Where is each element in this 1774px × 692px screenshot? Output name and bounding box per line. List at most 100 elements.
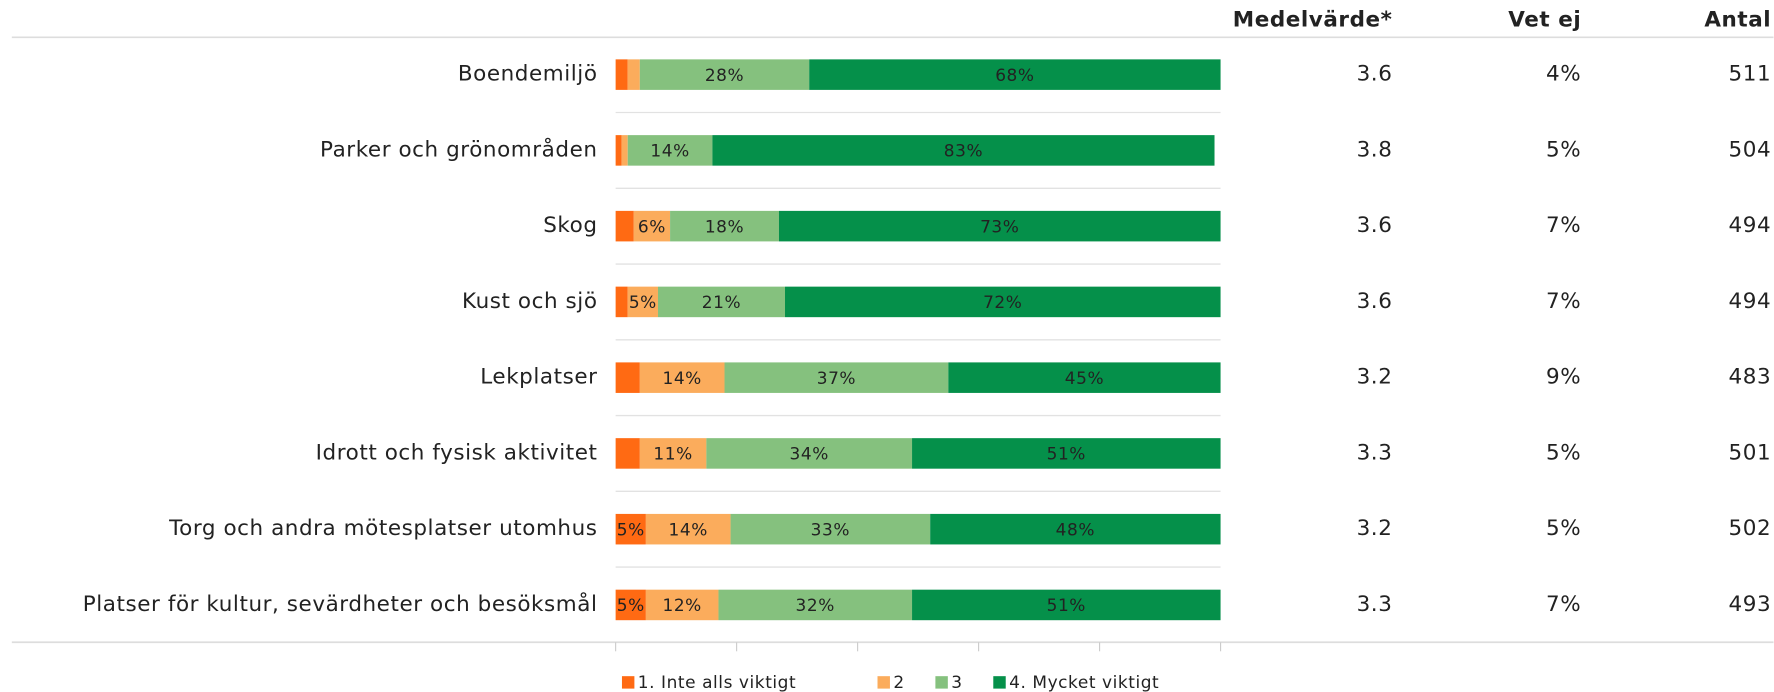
bar-segment [639,362,725,393]
legend-swatch [935,676,948,689]
data-label: 72% [983,292,1022,312]
bar-segment [645,589,719,621]
column-value: 5% [1546,440,1581,465]
data-label: 21% [702,292,741,312]
column-header: Medelvärde* [1233,7,1393,32]
bar-segment [778,210,1221,242]
column-value: 7% [1546,289,1581,314]
legend-swatch [993,676,1006,689]
data-label: 12% [662,595,701,615]
column-value: 3.6 [1357,289,1393,314]
bar-segment [639,438,707,469]
bar-segment [615,513,646,545]
bar-segment [730,513,931,545]
bar-segment [633,210,671,242]
data-label: 45% [1065,368,1104,388]
column-value: 504 [1729,137,1772,162]
bar-segment [615,210,634,242]
data-label: 14% [650,141,689,161]
legend-label: 3 [951,672,962,692]
column-value: 494 [1729,289,1772,314]
data-label: 14% [669,519,708,539]
bar-segment [621,135,628,166]
bar-segment [930,513,1221,545]
legend-label: 1. Inte alls viktigt [638,672,796,692]
legend-label: 2 [893,672,904,692]
bar-segment [639,59,810,90]
column-value: 502 [1729,516,1772,541]
data-label: 18% [705,216,744,236]
column-header: Antal [1704,7,1771,32]
column-value: 5% [1546,137,1581,162]
category-label: Boendemiljö [458,62,598,87]
bar-segment [809,59,1221,90]
bar-segment [627,59,640,90]
data-label: 28% [705,65,744,85]
column-header: Vet ej [1508,7,1581,32]
bar-segment [657,286,786,318]
data-label: 11% [653,444,692,464]
data-label: 5% [617,595,645,615]
data-label: 6% [638,216,666,236]
column-value: 5% [1546,516,1581,541]
data-label: 68% [995,65,1034,85]
category-label: Skog [543,213,597,238]
column-value: 3.3 [1357,592,1393,617]
column-value: 494 [1729,213,1772,238]
column-value: 7% [1546,592,1581,617]
data-label: 37% [817,368,856,388]
bar-segment [627,135,713,166]
data-label: 73% [980,216,1019,236]
data-label: 83% [944,141,983,161]
bar-segment [615,362,640,393]
column-value: 9% [1546,365,1581,390]
bar-segment [615,589,646,621]
bar-segment [724,362,949,393]
column-value: 3.3 [1357,440,1393,465]
bar-segment [912,589,1221,621]
bar-segment [948,362,1221,393]
column-value: 3.6 [1357,62,1393,87]
data-label: 5% [629,292,657,312]
bar-segment [785,286,1221,318]
data-label: 33% [811,519,850,539]
column-value: 7% [1546,213,1581,238]
column-value: 3.2 [1357,365,1393,390]
data-label: 32% [796,595,835,615]
column-value: 3.2 [1357,516,1393,541]
data-label: 5% [617,519,645,539]
category-label: Parker och grönområden [320,136,598,162]
bar-segment [718,589,913,621]
bar-segment [627,286,658,318]
column-value: 3.8 [1357,137,1393,162]
legend-swatch [621,676,635,689]
bar-segment [615,286,628,318]
legend-label: 4. Mycket viktigt [1009,672,1159,692]
category-label: Torg och andra mötesplatser utomhus [168,516,597,541]
category-label: Idrott och fysisk aktivitet [316,440,598,465]
bar-segment [615,135,622,166]
data-label: 14% [662,368,701,388]
category-label: Lekplatser [480,365,597,390]
column-value: 493 [1729,592,1772,617]
column-value: 501 [1729,440,1772,465]
data-label: 48% [1056,519,1095,539]
bar-segment [645,513,731,545]
bar-segment [615,59,628,90]
bar-segment [615,438,640,469]
data-label: 51% [1047,444,1086,464]
bar-segment [706,438,913,469]
column-value: 483 [1729,365,1772,390]
bar-segment [912,438,1221,469]
legend-swatch [877,676,890,689]
data-label: 51% [1047,595,1086,615]
data-label: 34% [790,444,829,464]
category-label: Kust och sjö [462,289,597,314]
category-label: Platser för kultur, sevärdheter och besö… [83,591,598,617]
column-value: 511 [1729,62,1772,87]
column-value: 4% [1546,62,1581,87]
bar-segment [712,135,1215,166]
bar-segment [670,210,779,242]
column-value: 3.6 [1357,213,1393,238]
